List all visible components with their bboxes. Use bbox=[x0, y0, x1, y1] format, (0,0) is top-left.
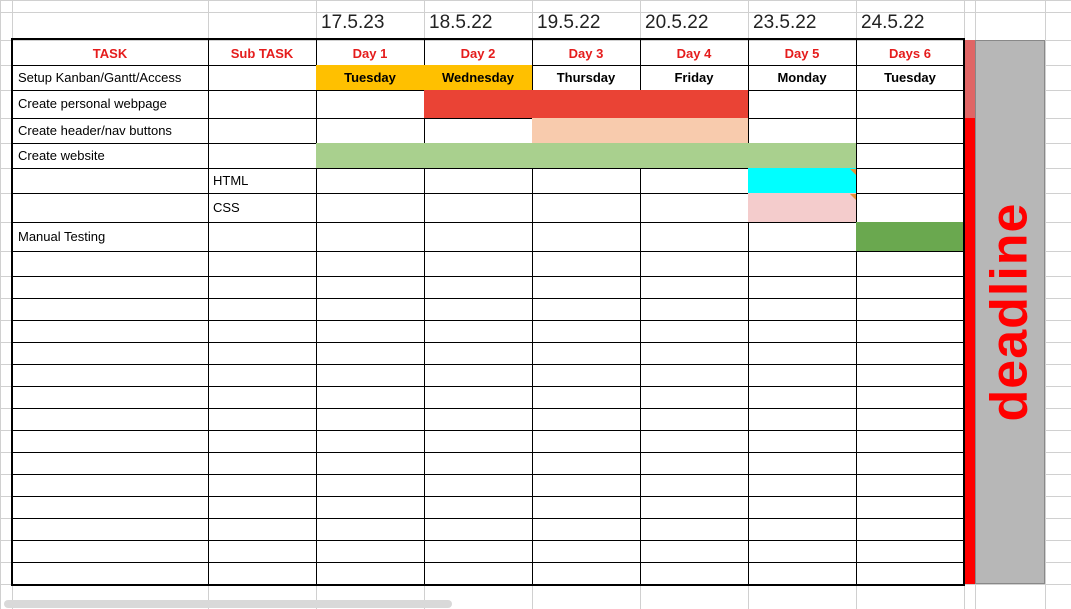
gantt-bar bbox=[316, 65, 532, 90]
date-cell: 17.5.23 bbox=[321, 12, 385, 33]
date-cell: 24.5.22 bbox=[861, 12, 925, 33]
day-header: Day 1 bbox=[352, 46, 388, 61]
comment-marker bbox=[850, 169, 856, 175]
gantt-bar bbox=[424, 90, 748, 118]
date-cell: 19.5.22 bbox=[537, 12, 601, 33]
task-cell[interactable]: Create header/nav buttons bbox=[18, 123, 172, 138]
subtask-cell[interactable]: HTML bbox=[213, 173, 249, 188]
gantt-bar bbox=[748, 193, 856, 222]
task-header: TASK bbox=[92, 46, 128, 61]
weekday-header: Friday bbox=[674, 70, 714, 85]
day-header: Days 6 bbox=[889, 46, 931, 61]
weekday-header: Tuesday bbox=[344, 70, 396, 85]
comment-marker bbox=[850, 194, 856, 200]
deadline-panel bbox=[975, 40, 1045, 584]
weekday-header: Wednesday bbox=[441, 70, 514, 85]
horizontal-scrollbar[interactable] bbox=[4, 600, 452, 608]
deadline-stripe-top bbox=[964, 40, 975, 118]
table-border bbox=[11, 38, 965, 586]
date-cell: 20.5.22 bbox=[645, 12, 709, 33]
day-header: Day 3 bbox=[568, 46, 604, 61]
weekday-header: Monday bbox=[777, 70, 827, 85]
gantt-bar bbox=[856, 222, 964, 251]
day-header: Day 4 bbox=[676, 46, 712, 61]
deadline-stripe bbox=[964, 40, 975, 584]
gantt-bar bbox=[316, 143, 856, 168]
task-cell[interactable]: Create personal webpage bbox=[18, 96, 167, 111]
day-header: Day 5 bbox=[784, 46, 820, 61]
gantt-bar bbox=[748, 168, 856, 193]
task-cell[interactable]: Setup Kanban/Gantt/Access bbox=[18, 70, 182, 85]
subtask-cell[interactable]: CSS bbox=[213, 200, 240, 215]
day-header: Day 2 bbox=[460, 46, 496, 61]
subtask-header: Sub TASK bbox=[230, 46, 294, 61]
task-cell[interactable]: Manual Testing bbox=[18, 229, 106, 244]
weekday-header: Tuesday bbox=[884, 70, 936, 85]
date-cell: 23.5.22 bbox=[753, 12, 817, 33]
date-cell: 18.5.22 bbox=[429, 12, 493, 33]
task-cell[interactable]: Create website bbox=[18, 148, 105, 163]
gantt-bar bbox=[532, 118, 748, 143]
weekday-header: Thursday bbox=[556, 70, 616, 85]
